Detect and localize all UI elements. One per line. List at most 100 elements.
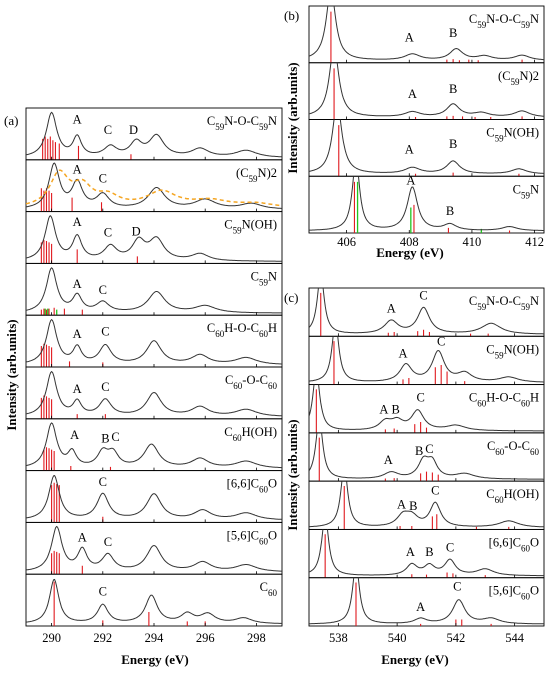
peak-label-A: A [73, 112, 82, 126]
spectrum-0-4: A C C60H-O-C60H [25, 314, 283, 368]
peak-label-A: A [406, 545, 415, 559]
peak-label-A: A [379, 402, 388, 416]
peak-label-C: C [99, 283, 107, 297]
peak-label-A: A [73, 162, 82, 176]
peak-label-C: C [425, 442, 433, 456]
peak-label-A: A [387, 301, 396, 315]
spectrum-label: C59N-O-C59N [207, 114, 277, 132]
spectrum-label: [6,6]C60O [227, 477, 277, 495]
peak-label-C: C [419, 288, 427, 302]
spectrum-label: C60H-O-C60H [207, 321, 277, 339]
peak-label-B: B [415, 444, 423, 458]
spectrum-label: C59N(OH) [486, 126, 539, 144]
peak-label-A: A [405, 142, 414, 156]
panel-letter-c: (c) [284, 290, 298, 305]
spectrum-label: [6,6]C60O [489, 535, 539, 553]
x-tick-label: 406 [337, 235, 356, 249]
peak-label-B: B [409, 499, 417, 513]
spectrum-curve [309, 481, 544, 528]
spectrum-area [26, 215, 282, 264]
peak-label-A: A [73, 215, 82, 229]
x-tick-label: 294 [145, 631, 165, 645]
y-axis-title-c: Intensity (arb.units) [285, 419, 300, 530]
spectrum-0-7: C [6,6]C60O [25, 470, 283, 523]
spectrum-curve [26, 578, 282, 624]
peak-label-A: A [73, 382, 82, 396]
spectrum-area [309, 176, 544, 233]
peak-label-B: B [446, 204, 454, 218]
peak-label-C: C [101, 324, 109, 338]
panel-b: A B C59N-O-C59N A B (C59N)2 A B C59N(OH) A B C59N 40… [308, 5, 545, 249]
peak-label-A: A [408, 87, 417, 101]
spectrum-area [26, 578, 282, 626]
peak-label-B: B [449, 137, 457, 151]
spectrum-curve [26, 215, 282, 262]
peak-label-C: C [99, 172, 107, 186]
spectrum-2-0: A C C59N-O-C59N [308, 287, 545, 337]
spectrum-label: C59N(OH) [224, 218, 277, 236]
peak-label-A: A [78, 531, 87, 545]
spectrum-curve [26, 162, 282, 209]
spectrum-label: (C59N)2 [498, 69, 539, 87]
spectrum-area [309, 288, 544, 337]
spectrum-0-8: A C [5,6]C60O [25, 521, 283, 575]
spectrum-curve [309, 176, 544, 231]
spectrum-area [26, 525, 282, 575]
spectrum-frame [25, 262, 283, 316]
peak-label-D: D [129, 123, 138, 137]
spectrum-frame [25, 573, 283, 627]
spectrum-curve [26, 370, 282, 417]
spectrum-label: C59N [251, 269, 277, 287]
y-axis-title-a: Intensity (arb.units) [4, 319, 19, 430]
spectrum-frame [308, 577, 545, 627]
plot-panels: A C D C59N-O-C59N A C (C59N)2 A C D C59N(OH) A C C59N… [25, 5, 545, 645]
peak-label-C: C [437, 334, 445, 348]
spectrum-curve [309, 529, 544, 577]
peak-label-A: A [384, 453, 393, 467]
spectrum-2-3: A B C C60-O-C60 [308, 432, 545, 482]
spectrum-area [309, 336, 544, 385]
spectrum-0-5: A C C60-O-C60 [25, 366, 283, 420]
peak-label-B: B [425, 545, 433, 559]
peak-label-B: B [391, 402, 399, 416]
spectrum-area [309, 384, 544, 433]
spectrum-2-6: A C [5,6]C60O [308, 577, 545, 627]
peak-label-A: A [406, 173, 415, 187]
spectrum-0-2: A C D C59N(OH) [25, 211, 283, 264]
spectrum-curve [309, 288, 544, 335]
peak-label-A: A [73, 277, 82, 291]
spectrum-label: C60H-O-C60H [469, 391, 539, 409]
spectrum-0-9: C C60 [25, 573, 283, 627]
spectrum-curve [309, 384, 544, 432]
spectrum-label: (C59N)2 [236, 166, 277, 184]
spectrum-1-0: A B C59N-O-C59N [308, 5, 545, 64]
spectrum-2-1: A C C59N(OH) [308, 334, 545, 386]
spectrum-label: C59N(OH) [486, 342, 539, 360]
spectrum-curve [309, 577, 544, 625]
spectrum-area [309, 529, 544, 578]
x-tick-label: 298 [247, 631, 266, 645]
spectrum-area [309, 432, 544, 482]
spectrum-label: C59N-O-C59N [469, 294, 539, 312]
spectrum-curve [26, 267, 282, 314]
spectrum-area [26, 370, 282, 419]
peak-label-C: C [101, 380, 109, 394]
spectrum-curve [309, 119, 544, 174]
peak-label-D: D [132, 224, 141, 238]
peak-label-A: A [73, 327, 82, 341]
peak-label-C: C [446, 541, 454, 555]
spectrum-frame [308, 175, 545, 234]
panel-letter-a: (a) [4, 113, 18, 128]
spectrum-curve [26, 475, 282, 520]
spectrum-1-2: A B C59N(OH) [308, 119, 545, 177]
x-tick-label: 410 [463, 235, 482, 249]
x-tick-label: 544 [505, 631, 525, 645]
x-axis-title-c: Energy (eV) [381, 652, 449, 667]
peak-label-C: C [104, 225, 112, 239]
spectrum-label: C60-O-C60 [225, 373, 278, 391]
spectrum-area [309, 481, 544, 530]
x-tick-label: 542 [447, 631, 466, 645]
spectrum-curve [309, 6, 544, 61]
peak-label-C: C [453, 579, 461, 593]
